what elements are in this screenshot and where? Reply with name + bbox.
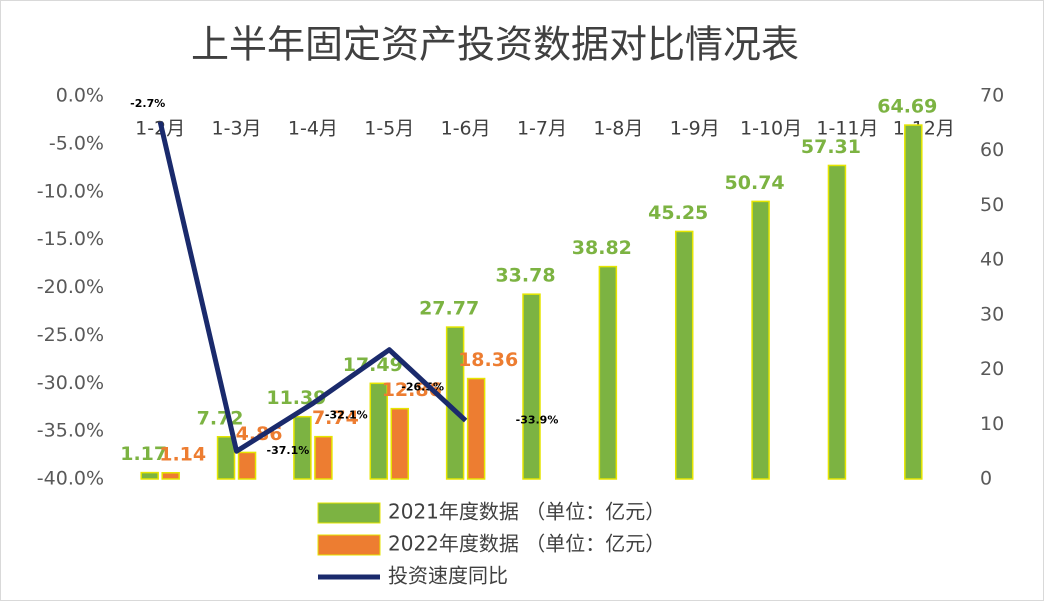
y2-tick-label: 20 <box>980 358 1004 380</box>
data-label: -33.9% <box>516 414 559 427</box>
y-tick-label: 0.0% <box>56 85 104 107</box>
x-tick-label: 1-8月 <box>593 118 643 140</box>
data-label: 33.78 <box>495 265 555 287</box>
chart-title: 上半年固定资产投资数据对比情况表 <box>191 23 799 67</box>
bar <box>161 472 180 480</box>
y2-tick-label: 50 <box>980 194 1004 216</box>
y-tick-label: -35.0% <box>37 420 104 442</box>
x-tick-label: 1-11月 <box>816 118 878 140</box>
data-label: 50.74 <box>725 172 785 194</box>
line <box>157 121 468 454</box>
data-label: 57.31 <box>801 136 861 158</box>
x-tick-label: 1-4月 <box>288 118 338 140</box>
y-tick-label: -15.0% <box>37 228 104 250</box>
x-tick-label: 1-12月 <box>893 118 955 140</box>
data-label: 1.14 <box>159 443 206 465</box>
y-tick-label: -20.0% <box>37 276 104 298</box>
data-label: 64.69 <box>877 96 937 118</box>
y2-tick-label: 0 <box>980 468 992 490</box>
legend-swatch <box>317 534 381 556</box>
y2-tick-label: 30 <box>980 303 1004 325</box>
bar <box>598 265 618 480</box>
y-tick-label: -30.0% <box>37 372 104 394</box>
y-tick-label: -5.0% <box>49 132 104 154</box>
x-tick-label: 1-6月 <box>441 118 491 140</box>
y-tick-label: -10.0% <box>37 180 104 202</box>
data-label: -2.7% <box>130 97 165 110</box>
bar <box>390 407 410 480</box>
data-label: 38.82 <box>572 237 632 259</box>
bar <box>751 200 770 480</box>
data-label: 45.25 <box>648 202 708 224</box>
legend-label: 2022年度数据 （单位：亿元） <box>388 532 665 556</box>
y2-tick-label: 40 <box>980 249 1004 271</box>
bar <box>904 124 923 480</box>
bar <box>674 230 694 480</box>
x-tick-label: 1-5月 <box>364 118 414 140</box>
x-tick-label: 1-3月 <box>212 118 262 140</box>
data-label: -37.1% <box>267 444 310 457</box>
x-tick-label: 1-10月 <box>740 118 802 140</box>
x-tick-label: 1-9月 <box>670 118 720 140</box>
bar <box>140 471 159 480</box>
bar <box>293 415 312 480</box>
data-label: 18.36 <box>458 349 518 371</box>
data-label: -32.1% <box>325 408 368 421</box>
bar <box>466 377 486 480</box>
bar <box>522 293 541 480</box>
data-label: 27.77 <box>419 298 479 320</box>
bar <box>827 164 847 480</box>
y2-tick-label: 10 <box>980 413 1004 435</box>
y2-tick-label: 70 <box>980 85 1004 107</box>
bar <box>237 451 257 480</box>
y2-tick-label: 60 <box>980 139 1004 161</box>
legend-swatch <box>317 502 381 524</box>
bar <box>216 436 236 480</box>
bar <box>314 435 333 480</box>
y-tick-label: -25.0% <box>37 324 104 346</box>
y-tick-label: -40.0% <box>37 468 104 490</box>
legend-label: 2021年度数据 （单位：亿元） <box>388 500 665 524</box>
legend-label: 投资速度同比 <box>388 564 508 588</box>
bar <box>369 382 389 480</box>
data-label: 7.74 <box>312 407 359 429</box>
x-tick-label: 1-7月 <box>517 118 567 140</box>
data-label: 1.17 <box>120 443 167 465</box>
